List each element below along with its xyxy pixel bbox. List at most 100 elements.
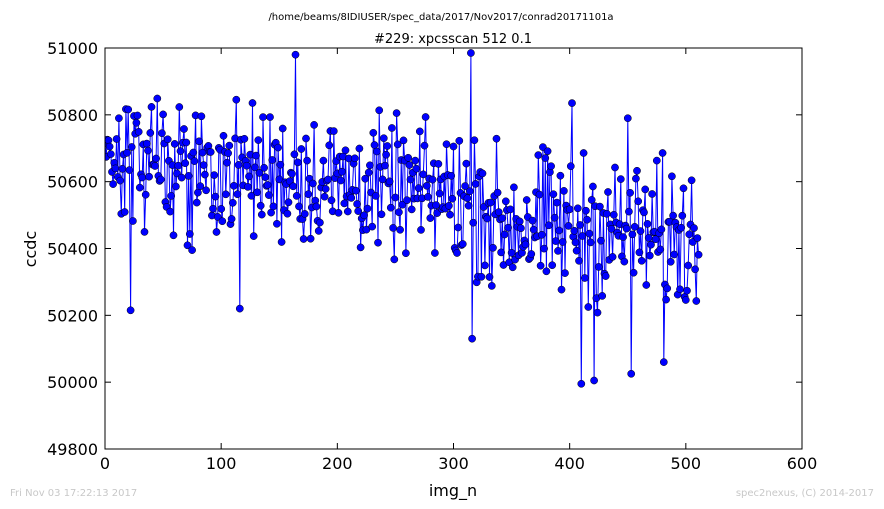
data-point xyxy=(172,182,180,191)
data-point xyxy=(486,198,495,207)
data-point xyxy=(167,192,176,200)
data-point xyxy=(602,209,611,218)
data-point xyxy=(392,109,401,117)
data-point xyxy=(244,183,252,191)
data-point xyxy=(594,263,603,271)
data-point xyxy=(111,164,120,173)
axes: 0 100 200 300 400 500 600 49800 50000 50200 50400 5… xyxy=(47,39,817,473)
data-point xyxy=(584,303,593,311)
data-point xyxy=(683,286,691,295)
data-point xyxy=(364,168,373,177)
data-point xyxy=(116,176,124,185)
data-point xyxy=(544,221,553,230)
data-point xyxy=(369,128,378,137)
series-line xyxy=(105,52,700,384)
data-point xyxy=(127,143,136,151)
data-point xyxy=(255,169,264,177)
data-point xyxy=(404,153,413,162)
data-point xyxy=(637,256,646,265)
data-point xyxy=(561,269,569,277)
data-point xyxy=(192,198,201,207)
data-point xyxy=(163,135,172,144)
data-point xyxy=(221,190,230,199)
data-point xyxy=(643,220,652,228)
data-point xyxy=(687,176,696,185)
data-point xyxy=(199,161,208,169)
data-point xyxy=(568,99,576,107)
data-point xyxy=(343,207,352,216)
data-point xyxy=(583,215,591,224)
data-point xyxy=(180,125,188,133)
data-point xyxy=(504,223,512,232)
data-point xyxy=(641,185,650,194)
data-point xyxy=(176,147,185,155)
data-point xyxy=(558,238,567,246)
data-point xyxy=(245,172,253,181)
data-point xyxy=(382,150,390,159)
data-point xyxy=(347,194,356,202)
data-point xyxy=(363,204,372,213)
data-point xyxy=(659,358,668,366)
data-point xyxy=(144,146,152,155)
data-point xyxy=(370,141,379,149)
data-point xyxy=(548,261,557,270)
data-point xyxy=(611,163,619,172)
data-point xyxy=(608,253,617,261)
data-point xyxy=(105,142,114,151)
data-point xyxy=(517,224,525,233)
data-point xyxy=(640,208,648,217)
data-point xyxy=(625,207,633,216)
data-point xyxy=(140,228,149,236)
data-point xyxy=(175,103,184,111)
data-point xyxy=(445,201,453,210)
data-point xyxy=(290,150,299,159)
data-point xyxy=(306,234,315,243)
data-point xyxy=(135,183,144,192)
data-point xyxy=(571,238,580,247)
data-point xyxy=(115,114,123,123)
data-point xyxy=(269,202,278,211)
data-point xyxy=(225,141,234,150)
data-point xyxy=(371,192,380,200)
data-point xyxy=(579,149,588,157)
data-point xyxy=(485,273,494,281)
data-point xyxy=(288,169,296,178)
data-point xyxy=(283,209,292,218)
data-point xyxy=(314,227,323,235)
data-point xyxy=(432,201,440,209)
data-point xyxy=(620,257,629,266)
data-point xyxy=(291,50,300,59)
data-point xyxy=(218,217,227,226)
data-point xyxy=(422,181,431,190)
data-point xyxy=(598,292,607,300)
data-point xyxy=(366,161,374,170)
data-point xyxy=(259,113,267,121)
x-tick-label: 500 xyxy=(671,454,702,473)
data-point xyxy=(393,140,402,149)
data-point xyxy=(412,164,421,173)
data-point xyxy=(356,243,365,252)
data-point xyxy=(182,138,191,147)
data-point xyxy=(378,175,387,184)
data-point xyxy=(448,194,457,203)
data-point xyxy=(166,207,174,216)
data-point xyxy=(395,208,403,217)
data-point xyxy=(196,182,205,191)
data-point xyxy=(292,192,301,200)
data-point xyxy=(604,188,612,196)
data-point xyxy=(627,369,636,378)
data-point xyxy=(692,297,701,305)
data-point xyxy=(582,206,590,215)
data-point xyxy=(657,225,666,234)
data-point xyxy=(383,142,392,150)
data-point xyxy=(578,232,587,240)
data-point xyxy=(679,184,688,193)
data-point xyxy=(319,156,328,165)
data-point xyxy=(421,113,430,121)
data-point xyxy=(295,202,303,211)
data-point xyxy=(251,163,259,172)
data-point xyxy=(506,205,515,214)
data-point xyxy=(379,134,388,143)
data-point xyxy=(632,174,640,183)
data-point xyxy=(677,223,686,232)
